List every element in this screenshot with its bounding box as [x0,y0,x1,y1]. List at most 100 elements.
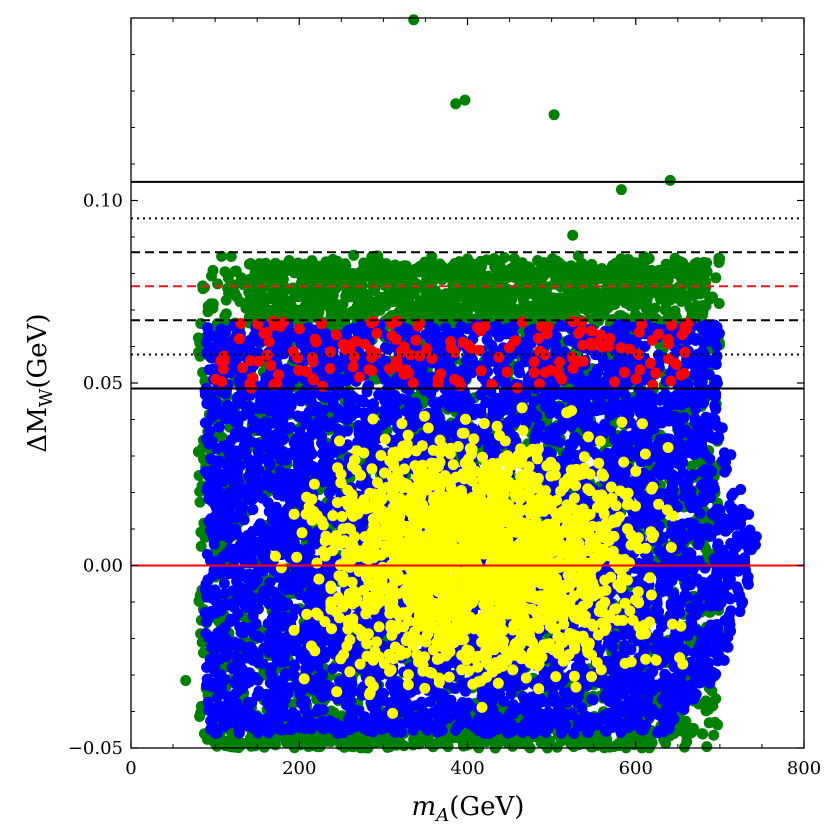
green-outlier-point [408,14,420,26]
green-point [620,297,632,309]
green-point [701,741,713,753]
green-point [662,274,674,286]
green-point [328,313,340,325]
green-point [464,262,476,274]
points-layer [180,14,762,754]
green-point [347,268,359,279]
green-point [336,273,348,285]
green-point [696,728,708,740]
green-point [195,526,207,538]
green-point [691,266,703,278]
green-point [193,346,204,358]
green-point [207,264,219,276]
green-point [642,305,654,316]
green-point [235,272,247,284]
green-outlier-point [548,109,560,121]
green-point [247,308,259,320]
green-point [358,734,370,746]
green-point [570,301,582,312]
green-point [400,279,412,291]
green-point [494,270,506,282]
green-point [434,737,446,749]
green-outlier-point [459,94,471,106]
green-point [517,283,529,295]
green-point [674,269,686,281]
green-point [195,540,207,552]
green-point [340,290,352,302]
green-point [194,496,206,508]
green-point [654,290,665,302]
green-point [560,296,572,307]
green-point [652,278,664,290]
green-point [709,716,721,728]
green-point [448,296,460,308]
green-point [374,291,386,303]
green-point [665,307,677,319]
green-point [374,301,386,313]
green-point [426,290,438,302]
green-point [387,287,399,299]
green-outlier-point [664,174,676,186]
green-point [352,292,364,304]
green-point [198,282,210,294]
green-point [618,265,630,277]
green-point [578,262,590,274]
green-point [309,263,321,275]
green-point [664,263,676,275]
green-point [412,262,424,274]
green-point [225,251,237,262]
green-point [688,723,699,734]
green-point [223,287,235,299]
green-point [681,730,693,742]
green-point [710,272,722,284]
green-point [595,291,607,303]
green-point [353,305,364,317]
green-outlier-point [615,184,627,196]
green-point [422,260,434,272]
green-point [291,265,303,277]
green-point [247,295,259,307]
green-point [436,294,448,306]
green-point [533,286,545,298]
green-point [416,305,428,317]
green-point [638,263,650,275]
green-point [691,282,703,294]
green-point [195,707,207,719]
green-point [700,695,712,707]
green-point [589,273,601,285]
green-point [713,298,725,309]
green-point [523,261,534,273]
green-point [280,282,292,294]
green-point [606,282,618,294]
green-outlier-point [180,675,192,686]
green-point [596,302,608,314]
green-point [317,299,329,311]
green-point [296,287,308,299]
green-point [219,266,231,278]
green-point [669,290,681,302]
green-point [708,729,720,741]
green-point [382,272,394,283]
green-point [299,305,310,317]
green-point [205,298,217,310]
green-point [420,278,432,290]
green-point [518,300,529,312]
green-point [437,265,449,277]
green-point [514,738,525,749]
green-point [471,291,483,303]
green-point [700,300,712,312]
green-point [327,302,339,313]
green-point [272,266,284,277]
green-point [398,299,410,311]
green-point [389,259,401,271]
green-point [600,265,612,277]
green-point [653,264,665,276]
green-point [536,258,548,270]
green-point [481,303,493,315]
green-point [414,295,426,307]
green-point [558,262,570,274]
green-outlier-point [567,229,579,241]
green-point [701,266,713,277]
green-point [216,250,228,262]
